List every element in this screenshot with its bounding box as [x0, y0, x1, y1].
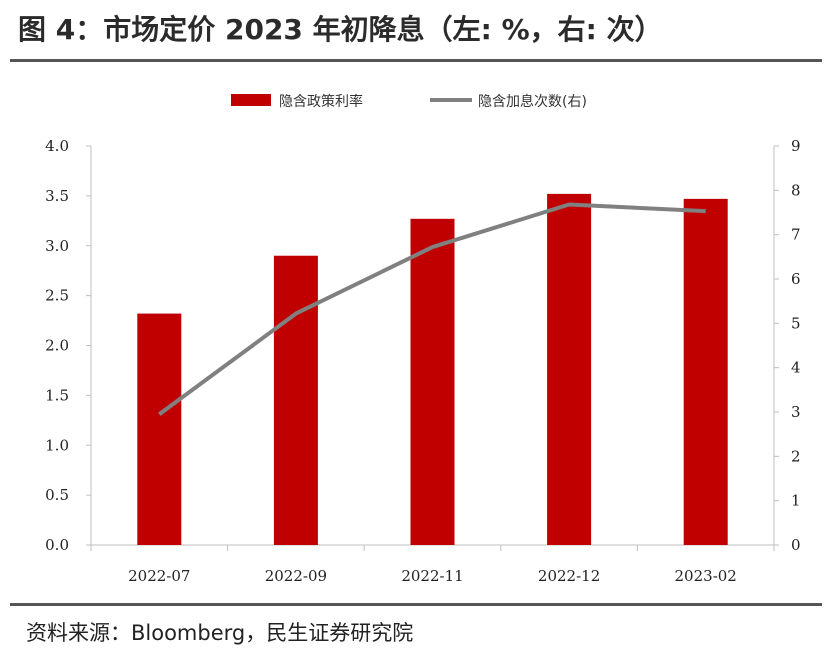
left-tick-label: 3.0	[45, 237, 69, 255]
right-tick-label: 8	[791, 181, 801, 199]
legend-line-label: 隐含加息次数(右)	[478, 93, 587, 110]
left-tick-label: 0.5	[45, 486, 69, 504]
left-tick-label: 1.5	[45, 386, 69, 404]
right-tick-label: 1	[791, 492, 801, 510]
axes: 0.0 0.5 1.0 1.5 2.0 2.5 3.0 3.5 4.0 0 1 2 3 4 5 6 7 8 9	[45, 137, 800, 554]
bottom-divider	[10, 603, 822, 606]
bar-series	[137, 193, 728, 545]
left-tick-label: 4.0	[45, 137, 69, 155]
right-tick-label: 0	[791, 536, 801, 554]
left-tick-label: 1.0	[45, 436, 69, 454]
bar-2022-12	[547, 193, 592, 545]
right-tick-label: 6	[791, 270, 801, 288]
x-tick-label: 2022-11	[401, 567, 463, 585]
right-tick-label: 2	[791, 447, 801, 465]
legend-bar-swatch	[231, 94, 271, 106]
x-tick-label: 2023-02	[675, 567, 737, 585]
chart-area: 隐含政策利率 隐含加息次数(右) 0.0 0.5 1.0 1.5 2.0 2.5 3.0 3.…	[45, 93, 800, 585]
bar-2022-09	[273, 255, 318, 545]
right-tick-label: 9	[791, 137, 801, 155]
right-tick-label: 4	[791, 359, 801, 377]
source-note: 资料来源：Bloomberg，民生证券研究院	[26, 621, 414, 645]
x-tick-label: 2022-12	[538, 567, 600, 585]
left-tick-label: 3.5	[45, 187, 69, 205]
bar-2022-11	[410, 218, 455, 545]
x-axis-labels: 2022-07 2022-09 2022-11 2022-12 2023-02	[128, 567, 737, 585]
x-tick-label: 2022-09	[265, 567, 327, 585]
right-tick-label: 5	[791, 314, 801, 332]
bar-2023-02	[683, 198, 728, 545]
left-tick-label: 0.0	[45, 536, 69, 554]
top-divider	[10, 59, 822, 62]
right-tick-label: 7	[791, 226, 801, 244]
chart-title: 图 4：市场定价 2023 年初降息（左: %，右: 次）	[18, 13, 663, 46]
left-tick-label: 2.0	[45, 337, 69, 355]
line-series	[158, 202, 706, 416]
legend: 隐含政策利率 隐含加息次数(右)	[231, 93, 587, 110]
bar-2022-07	[137, 313, 182, 545]
left-tick-label: 2.5	[45, 287, 69, 305]
legend-bar-label: 隐含政策利率	[279, 93, 363, 110]
right-tick-label: 3	[791, 403, 801, 421]
x-tick-label: 2022-07	[128, 567, 190, 585]
